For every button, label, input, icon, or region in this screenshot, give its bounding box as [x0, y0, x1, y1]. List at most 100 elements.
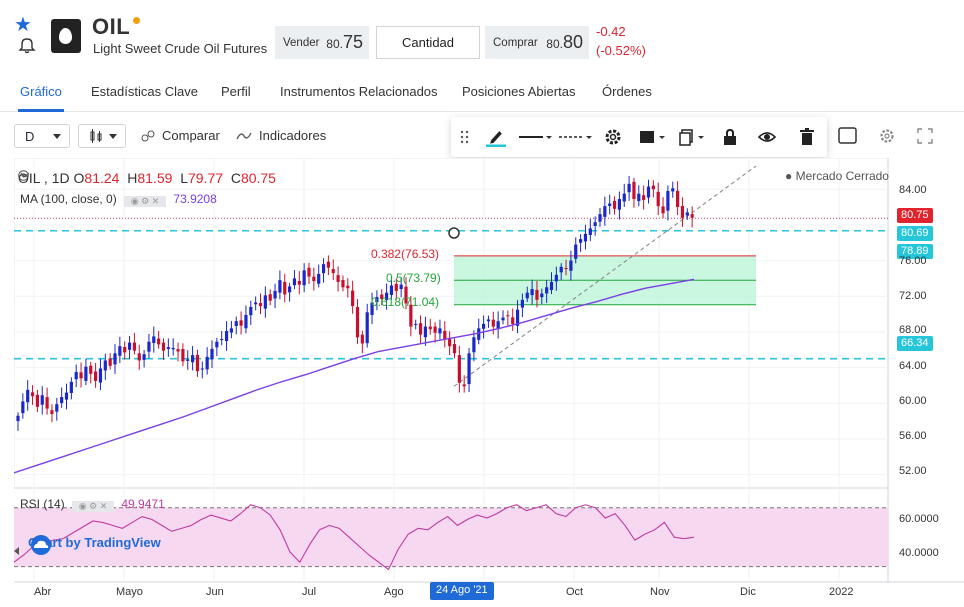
candle-body [549, 281, 554, 290]
sell-button[interactable]: Vender 80.75 [275, 26, 369, 59]
buy-button[interactable]: Comprar 80.80 [485, 26, 589, 59]
candle-body [656, 191, 660, 207]
candle-body [215, 341, 219, 348]
candle-body [676, 190, 680, 208]
study-controls-icon[interactable]: ◉ ⚙ ✕ [72, 501, 115, 512]
price-chart[interactable]: OIL , 1D O81.24 H81.59 L79.77 C80.75 MA … [14, 158, 964, 607]
x-tick: Nov [650, 586, 670, 598]
drawing-toolbar [451, 117, 827, 157]
eye-icon[interactable] [756, 127, 778, 147]
instrument-description: Light Sweet Crude Oil Futures [93, 41, 268, 56]
tab-instrumentos-relacionados[interactable]: Instrumentos Relacionados [280, 84, 438, 99]
quantity-input[interactable]: Cantidad [376, 26, 480, 59]
candle-body [351, 290, 355, 307]
dash-style-icon[interactable] [557, 127, 593, 147]
candle-body [30, 392, 35, 397]
candle-body [642, 195, 646, 200]
tab-estadisticas-clave[interactable]: Estadísticas Clave [91, 84, 198, 99]
pencil-icon[interactable] [482, 127, 510, 147]
candle-body [249, 306, 253, 316]
candle-body [64, 392, 69, 400]
drag-handle-icon[interactable] [459, 127, 471, 147]
market-status: ● Mercado Cerrado [785, 169, 889, 183]
price-pane [14, 158, 889, 489]
candle-body [375, 297, 379, 303]
candle-body [21, 401, 25, 414]
star-icon[interactable]: ★ [14, 14, 32, 36]
rsi-value: 49.9471 [121, 497, 165, 511]
candle-body [574, 244, 578, 259]
collapse-icon[interactable] [18, 170, 29, 181]
candle-body [26, 389, 30, 403]
indicators-icon[interactable] [236, 130, 252, 142]
compare-button[interactable]: Comparar [162, 128, 220, 143]
candles-icon [90, 129, 102, 143]
interval-value: D [25, 128, 35, 144]
candle-body [176, 349, 180, 352]
candle-body [79, 372, 83, 379]
tab-posiciones-abiertas[interactable]: Posiciones Abiertas [462, 84, 576, 99]
candle-body [554, 274, 558, 282]
chevron-down-icon[interactable] [20, 170, 30, 180]
candle-body [428, 326, 432, 330]
change-absolute: -0.42 [596, 24, 626, 39]
candle-body [603, 206, 607, 217]
indicators-button[interactable]: Indicadores [259, 128, 327, 143]
y-tick: 84.00 [899, 184, 927, 196]
candle-body [297, 280, 301, 285]
candle-body [385, 292, 389, 300]
candle-body [360, 334, 364, 344]
chart-canvas[interactable] [14, 158, 964, 607]
candle-body [685, 212, 689, 216]
candle-body [370, 302, 374, 315]
rsi-marker-icon [14, 547, 19, 555]
tab-bar: Gráfico Estadísticas Clave Perfil Instru… [0, 78, 964, 112]
level-price-label: 80.69 [897, 226, 933, 241]
gear-icon[interactable] [602, 127, 624, 147]
tab-perfil[interactable]: Perfil [221, 84, 251, 99]
drawing-anchor-handle [448, 227, 460, 239]
tab-grafico[interactable]: Gráfico [18, 84, 64, 112]
candle-body [210, 348, 214, 360]
settings-icon[interactable] [877, 126, 897, 146]
fullscreen-icon[interactable] [915, 126, 935, 146]
candle-body [423, 326, 427, 338]
square-icon[interactable] [838, 126, 858, 146]
bell-icon[interactable] [18, 36, 36, 54]
lock-icon[interactable] [719, 127, 741, 147]
interval-select[interactable]: D [14, 124, 70, 148]
instrument-header: ★ OIL Light Sweet Crude Oil Futures Vend… [0, 0, 964, 70]
x-tick: 2022 [829, 586, 854, 598]
candle-body [622, 193, 626, 202]
candle-body [84, 366, 88, 381]
candle-body [564, 268, 568, 270]
tradingview-branding[interactable]: Chart by TradingView [28, 535, 161, 555]
candle-body [365, 312, 369, 344]
candle-body [627, 183, 631, 193]
compare-icon[interactable] [140, 129, 156, 143]
y-tick: 68.00 [899, 324, 927, 336]
candle-body [511, 317, 515, 324]
chevron-down-icon [109, 134, 117, 139]
y-tick: 72.00 [899, 290, 927, 302]
close-label: C [230, 170, 241, 186]
candle-body [380, 294, 384, 299]
candle-body [608, 203, 612, 207]
candle-body [118, 346, 122, 356]
instrument-symbol: OIL [92, 14, 131, 39]
crosshair-date-label: 24 Ago '21 [430, 582, 494, 600]
candle-body [166, 347, 170, 349]
clone-icon[interactable] [677, 127, 707, 147]
trash-icon[interactable] [796, 127, 818, 147]
study-controls-icon[interactable]: ◉ ⚙ ✕ [124, 196, 167, 207]
candle-body [506, 315, 510, 317]
y-tick: 76.00 [899, 255, 927, 267]
branding-text: Chart by TradingView [28, 535, 161, 550]
price-change: -0.42 (-0.52%) [596, 22, 646, 60]
fill-icon[interactable] [637, 127, 667, 147]
tab-ordenes[interactable]: Órdenes [602, 84, 652, 99]
chart-type-select[interactable] [78, 124, 126, 148]
candle-body [482, 323, 486, 329]
line-style-icon[interactable] [517, 127, 553, 147]
candle-body [89, 365, 93, 374]
